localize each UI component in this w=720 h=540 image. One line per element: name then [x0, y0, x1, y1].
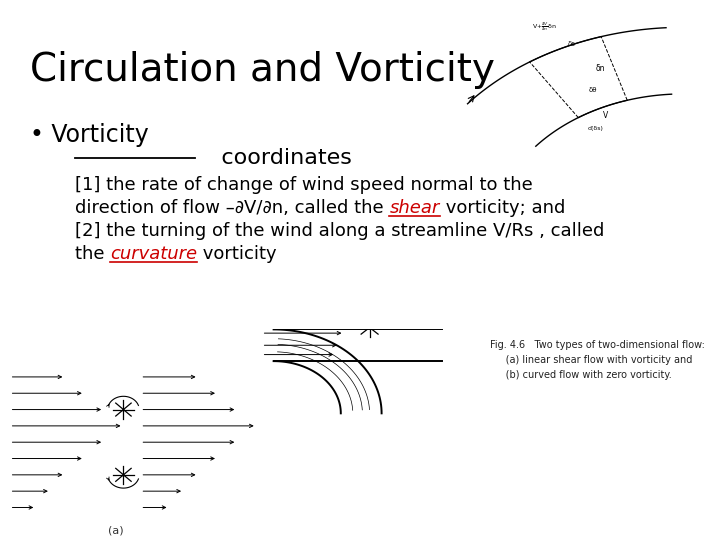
Text: direction of flow –∂V/∂n, called the: direction of flow –∂V/∂n, called the [75, 199, 390, 217]
Text: the: the [75, 245, 110, 263]
Text: δn: δn [596, 64, 606, 73]
Text: coordinates: coordinates [200, 148, 352, 168]
Text: V: V [603, 111, 608, 120]
Text: Fig. 4.6   Two types of two-dimensional flow:
     (a) linear shear flow with vo: Fig. 4.6 Two types of two-dimensional fl… [490, 340, 705, 380]
Text: shear: shear [390, 199, 440, 217]
Text: Circulation and Vorticity: Circulation and Vorticity [30, 51, 495, 89]
Text: vorticity: vorticity [197, 245, 277, 263]
Text: (a): (a) [109, 526, 124, 536]
Text: δθ: δθ [589, 87, 597, 93]
Text: [2] the turning of the wind along a streamline V/Rs , called: [2] the turning of the wind along a stre… [75, 222, 604, 240]
Text: δs: δs [567, 42, 575, 48]
Text: d(δs): d(δs) [587, 126, 603, 131]
Text: V+$\frac{\partial V}{\partial n}$δn: V+$\frac{\partial V}{\partial n}$δn [531, 21, 557, 33]
Text: • Vorticity: • Vorticity [30, 123, 149, 147]
Text: [1] the rate of change of wind speed normal to the: [1] the rate of change of wind speed nor… [75, 176, 533, 194]
Text: curvature: curvature [110, 245, 197, 263]
Text: vorticity; and: vorticity; and [440, 199, 565, 217]
